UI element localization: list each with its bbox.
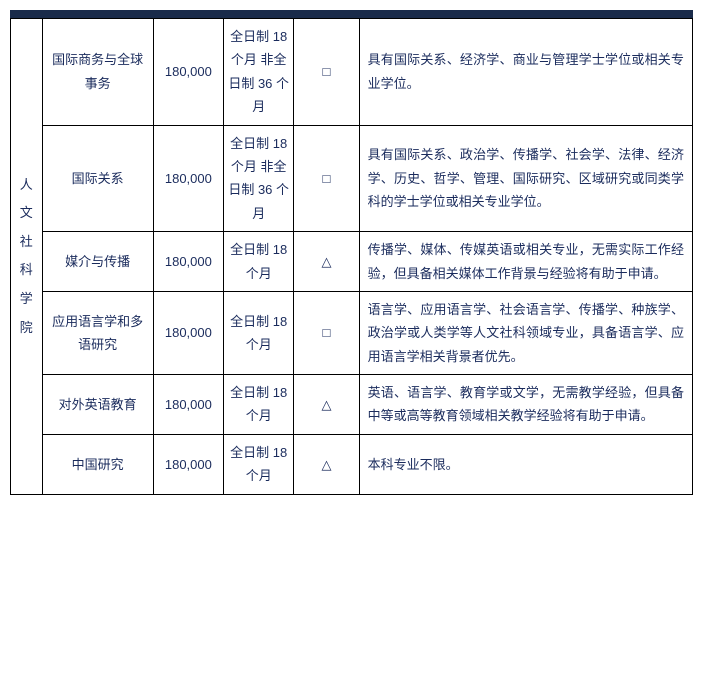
symbol-cell: △ (294, 232, 359, 292)
duration-cell: 全日制 18 个月 非全日制 36 个月 (224, 19, 294, 126)
symbol-cell: □ (294, 19, 359, 126)
top-bar (10, 10, 693, 18)
program-table: 人文社科学院 国际商务与全球事务 180,000 全日制 18 个月 非全日制 … (10, 18, 693, 495)
symbol-cell: △ (294, 434, 359, 494)
requirements-cell: 本科专业不限。 (359, 434, 692, 494)
requirements-cell: 英语、语言学、教育学或文学，无需教学经验，但具备中等或高等教育领域相关教学经验将… (359, 375, 692, 435)
program-cell: 应用语言学和多语研究 (42, 291, 153, 374)
symbol-cell: □ (294, 291, 359, 374)
faculty-text: 人文社科学院 (20, 177, 33, 335)
requirements-cell: 具有国际关系、经济学、商业与管理学士学位或相关专业学位。 (359, 19, 692, 126)
duration-cell: 全日制 18 个月 (224, 375, 294, 435)
table-row: 应用语言学和多语研究 180,000 全日制 18 个月 □ 语言学、应用语言学… (11, 291, 693, 374)
requirements-cell: 传播学、媒体、传媒英语或相关专业，无需实际工作经验，但具备相关媒体工作背景与经验… (359, 232, 692, 292)
table-row: 中国研究 180,000 全日制 18 个月 △ 本科专业不限。 (11, 434, 693, 494)
fee-cell: 180,000 (153, 232, 223, 292)
fee-cell: 180,000 (153, 375, 223, 435)
duration-cell: 全日制 18 个月 (224, 232, 294, 292)
symbol-cell: □ (294, 125, 359, 232)
program-cell: 媒介与传播 (42, 232, 153, 292)
faculty-header: 人文社科学院 (11, 19, 43, 495)
fee-cell: 180,000 (153, 125, 223, 232)
table-row: 对外英语教育 180,000 全日制 18 个月 △ 英语、语言学、教育学或文学… (11, 375, 693, 435)
fee-cell: 180,000 (153, 434, 223, 494)
table-row: 人文社科学院 国际商务与全球事务 180,000 全日制 18 个月 非全日制 … (11, 19, 693, 126)
fee-cell: 180,000 (153, 19, 223, 126)
program-cell: 国际关系 (42, 125, 153, 232)
fee-cell: 180,000 (153, 291, 223, 374)
table-row: 媒介与传播 180,000 全日制 18 个月 △ 传播学、媒体、传媒英语或相关… (11, 232, 693, 292)
table-row: 国际关系 180,000 全日制 18 个月 非全日制 36 个月 □ 具有国际… (11, 125, 693, 232)
requirements-cell: 语言学、应用语言学、社会语言学、传播学、种族学、政治学或人类学等人文社科领域专业… (359, 291, 692, 374)
requirements-cell: 具有国际关系、政治学、传播学、社会学、法律、经济学、历史、哲学、管理、国际研究、… (359, 125, 692, 232)
duration-cell: 全日制 18 个月 (224, 434, 294, 494)
duration-cell: 全日制 18 个月 非全日制 36 个月 (224, 125, 294, 232)
duration-cell: 全日制 18 个月 (224, 291, 294, 374)
symbol-cell: △ (294, 375, 359, 435)
program-cell: 中国研究 (42, 434, 153, 494)
program-cell: 国际商务与全球事务 (42, 19, 153, 126)
program-cell: 对外英语教育 (42, 375, 153, 435)
